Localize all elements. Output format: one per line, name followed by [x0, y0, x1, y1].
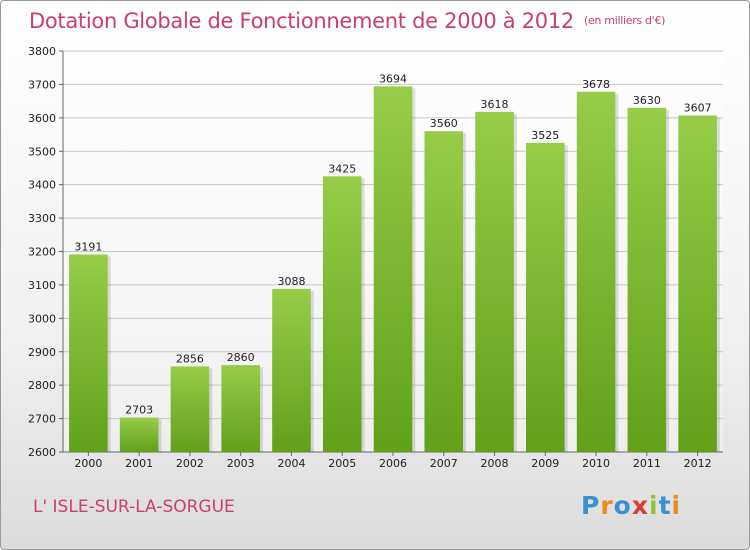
value-label-2012: 3607	[684, 101, 712, 114]
y-tick-label: 3700	[28, 78, 56, 91]
bar-2005	[322, 176, 362, 452]
y-tick-label: 3200	[28, 246, 56, 259]
logo-letter: i	[649, 491, 659, 520]
value-label-2003: 2860	[227, 351, 255, 364]
bars	[69, 86, 720, 453]
value-label-2001: 2703	[125, 404, 153, 417]
x-tick-label-2006: 2006	[379, 457, 407, 470]
bar-2007	[424, 131, 464, 452]
value-label-2002: 2856	[176, 352, 204, 365]
bar-2009	[526, 142, 565, 453]
bar-2006	[373, 86, 413, 453]
y-tick-label: 3100	[28, 279, 56, 292]
y-tick-label: 3300	[28, 212, 56, 225]
logo-letter: o	[613, 491, 632, 520]
y-tick-label: 3400	[28, 179, 56, 192]
x-tick-label-2004: 2004	[277, 457, 305, 470]
y-tick-label: 3500	[28, 145, 56, 158]
bar-2001	[119, 417, 159, 452]
value-label-2004: 3088	[277, 275, 305, 288]
bar-2012	[678, 115, 717, 452]
value-label-2011: 3630	[633, 94, 661, 107]
logo-letter: t	[658, 491, 672, 520]
proxiti-logo: Proxiti	[581, 491, 681, 520]
x-tick-label-2000: 2000	[74, 457, 102, 470]
value-label-2000: 3191	[74, 241, 102, 254]
bar-2002	[170, 366, 210, 452]
logo-letter: P	[581, 491, 601, 520]
y-tick-label: 2600	[28, 446, 56, 459]
value-label-2009: 3525	[531, 129, 559, 142]
x-tick-label-2012: 2012	[684, 457, 712, 470]
bar-2008	[475, 111, 514, 453]
axes: 2600 2700 2800 2900 3000 3100 3200 3300 3400 3500…	[28, 45, 723, 459]
value-label-2008: 3618	[481, 98, 509, 111]
y-tick-label: 2900	[28, 346, 56, 359]
x-tick-label-2008: 2008	[481, 457, 509, 470]
bar-2010	[576, 91, 616, 452]
x-tick-label-2007: 2007	[430, 457, 458, 470]
value-label-2006: 3694	[379, 72, 407, 85]
bar-2003	[221, 365, 260, 452]
bar-2011	[627, 107, 667, 452]
bar-2000	[69, 254, 108, 452]
value-label-2007: 3560	[430, 117, 458, 130]
chart-title-text: Dotation Globale de Fonctionnement de 20…	[29, 9, 574, 33]
chart-title: Dotation Globale de Fonctionnement de 20…	[29, 9, 665, 33]
x-tick-label-2003: 2003	[227, 457, 255, 470]
y-tick-label: 3600	[28, 112, 56, 125]
x-tick-label-2002: 2002	[176, 457, 204, 470]
chart-unit: (en milliers d'€)	[583, 14, 666, 27]
y-tick-label: 2800	[28, 379, 56, 392]
y-tick-label: 3800	[28, 45, 56, 58]
x-tick-label-2011: 2011	[633, 457, 661, 470]
logo-letter: r	[600, 491, 614, 520]
city-name: L' ISLE-SUR-LA-SORGUE	[33, 497, 235, 517]
y-tick-label: 2700	[28, 413, 56, 426]
value-label-2010: 3678	[582, 78, 610, 91]
logo-letter: i	[671, 491, 682, 520]
value-label-2005: 3425	[328, 162, 356, 175]
logo-letter: x	[631, 491, 649, 520]
bar-2004	[272, 288, 311, 452]
x-tick-label-2005: 2005	[328, 457, 356, 470]
y-tick-label: 3000	[28, 312, 56, 325]
labels: 3191 2000 2703 2001 2856 2002 2860 2003 3088 2004…	[74, 72, 711, 470]
x-tick-label-2001: 2001	[125, 457, 153, 470]
x-tick-label-2010: 2010	[582, 457, 610, 470]
x-tick-label-2009: 2009	[531, 457, 559, 470]
